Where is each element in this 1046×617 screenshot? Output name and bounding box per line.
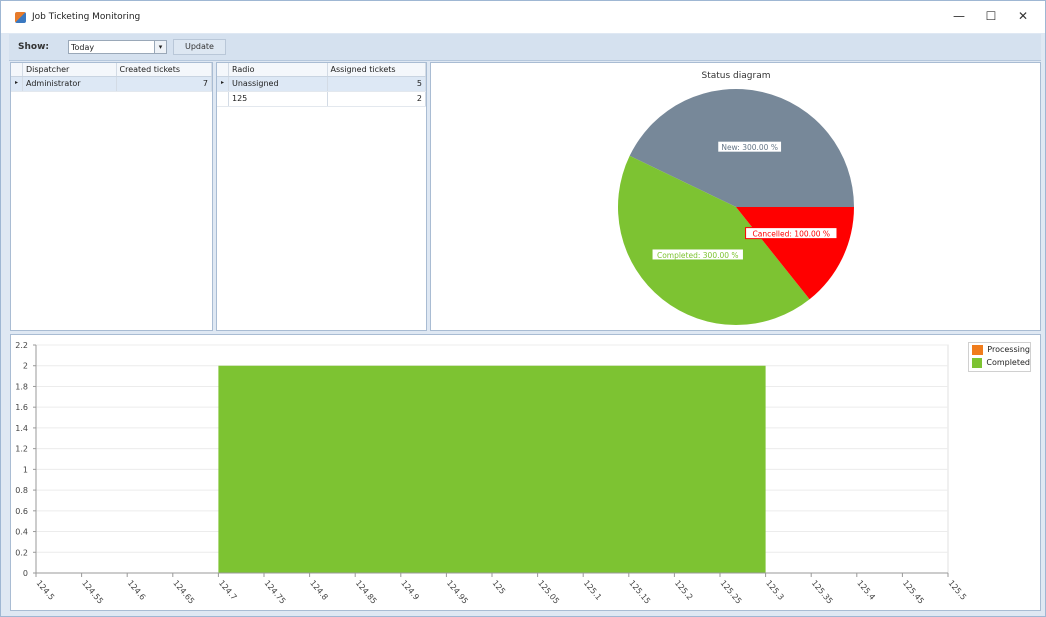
show-label: Show: bbox=[18, 42, 49, 52]
chevron-down-icon[interactable]: ▾ bbox=[154, 40, 167, 54]
x-tick-label: 124.5 bbox=[34, 579, 56, 602]
y-tick-label: 1.8 bbox=[15, 382, 28, 391]
x-tick-label: 125.1 bbox=[582, 579, 604, 602]
y-tick-label: 0.4 bbox=[15, 528, 28, 537]
pie-label-box bbox=[717, 140, 783, 153]
table-row[interactable]: ▸ Administrator 7 bbox=[11, 77, 212, 92]
y-tick-label: 0.6 bbox=[15, 507, 28, 516]
table-row[interactable]: ▸ Unassigned 5 bbox=[217, 77, 426, 92]
x-tick-label: 125.45 bbox=[901, 579, 926, 606]
title-bar: Job Ticketing Monitoring — ☐ ✕ bbox=[1, 1, 1045, 33]
x-tick-label: 125 bbox=[490, 579, 507, 596]
x-tick-label: 124.7 bbox=[217, 579, 239, 602]
period-select[interactable]: Today bbox=[68, 40, 167, 54]
pie-label: New: 300.00 % bbox=[721, 143, 778, 152]
bar-completed bbox=[218, 365, 766, 573]
table-row[interactable]: 125 2 bbox=[217, 92, 426, 107]
status-panel: Status diagram New: 300.00 % Completed: 30… bbox=[430, 62, 1041, 331]
x-tick-label: 125.15 bbox=[627, 579, 652, 606]
window-title: Job Ticketing Monitoring bbox=[32, 12, 141, 22]
x-tick-label: 125.05 bbox=[536, 579, 561, 606]
pie-label: Completed: 300.00 % bbox=[657, 251, 739, 260]
update-button[interactable]: Update bbox=[173, 39, 226, 55]
y-tick-label: 2.2 bbox=[15, 341, 28, 350]
minimize-button[interactable]: — bbox=[953, 9, 965, 23]
x-tick-label: 124.85 bbox=[354, 579, 379, 606]
x-tick-label: 124.9 bbox=[399, 579, 421, 602]
y-tick-label: 1.4 bbox=[15, 424, 28, 433]
pie-label: Cancelled: 100.00 % bbox=[753, 230, 831, 239]
maximize-button[interactable]: ☐ bbox=[985, 9, 997, 23]
y-tick-label: 1.6 bbox=[15, 403, 28, 412]
legend-swatch bbox=[972, 344, 984, 355]
x-tick-label: 124.65 bbox=[171, 579, 196, 606]
pie-title: Status diagram bbox=[702, 71, 771, 81]
y-tick-label: 2 bbox=[23, 362, 28, 371]
col-dispatcher[interactable]: Dispatcher bbox=[23, 63, 117, 76]
pie-label-box bbox=[745, 227, 838, 240]
row-indicator-icon: ▸ bbox=[217, 77, 229, 91]
pie-label-box bbox=[651, 248, 744, 261]
x-tick-label: 125.25 bbox=[718, 579, 743, 606]
x-tick-label: 124.55 bbox=[80, 579, 105, 606]
legend-item-processing: Processing bbox=[969, 343, 1030, 356]
chart-legend: Processing Completed bbox=[968, 342, 1031, 372]
x-tick-label: 124.8 bbox=[308, 579, 330, 602]
dispatcher-grid: Dispatcher Created tickets ▸ Administrator… bbox=[10, 62, 213, 331]
x-tick-label: 125.5 bbox=[946, 579, 968, 602]
x-tick-label: 124.6 bbox=[126, 579, 148, 602]
y-tick-label: 0 bbox=[23, 569, 28, 578]
x-tick-label: 125.3 bbox=[764, 579, 786, 602]
x-tick-label: 125.2 bbox=[673, 579, 695, 602]
app-icon bbox=[15, 11, 26, 23]
legend-item-completed: Completed bbox=[969, 356, 1030, 369]
y-tick-label: 1.2 bbox=[15, 445, 28, 454]
row-indicator-icon: ▸ bbox=[11, 77, 23, 91]
y-tick-label: 0.2 bbox=[15, 548, 28, 557]
x-tick-label: 125.35 bbox=[810, 579, 835, 606]
x-tick-label: 124.95 bbox=[445, 579, 470, 606]
status-pie-chart: Status diagram New: 300.00 % Completed: 30… bbox=[617, 71, 854, 326]
col-created-tickets[interactable]: Created tickets bbox=[117, 63, 212, 76]
x-tick-label: 124.75 bbox=[262, 579, 287, 606]
radio-grid: Radio Assigned tickets ▸ Unassigned 5 125 2 bbox=[216, 62, 427, 331]
pie-slice-1 bbox=[617, 155, 810, 326]
col-radio[interactable]: Radio bbox=[229, 63, 328, 76]
y-tick-label: 0.8 bbox=[15, 486, 28, 495]
tickets-bar-chart: 0 0.2 0.4 0.6 0.8 1 1.2 1.4 1.6 1.8 2 2.2 124.5 124.5… bbox=[15, 341, 968, 606]
y-tick-label: 1 bbox=[23, 465, 28, 474]
toolbar: Show: Today ▾ Update bbox=[9, 34, 1041, 61]
legend-swatch bbox=[972, 357, 983, 368]
close-button[interactable]: ✕ bbox=[1017, 9, 1029, 23]
col-assigned-tickets[interactable]: Assigned tickets bbox=[328, 63, 426, 76]
x-tick-label: 125.4 bbox=[855, 579, 877, 602]
